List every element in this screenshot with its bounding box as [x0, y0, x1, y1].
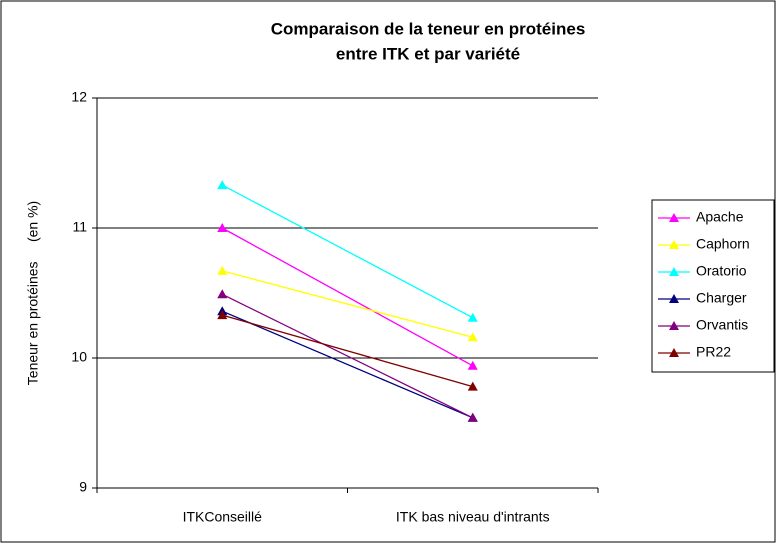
y-tick-label: 9: [79, 479, 87, 495]
x-tick-label: ITK bas niveau d'intrants: [396, 509, 550, 525]
y-tick-label: 12: [71, 89, 87, 105]
marker: [467, 332, 478, 342]
marker: [467, 381, 478, 391]
marker: [467, 360, 478, 370]
marker: [217, 289, 228, 299]
legend-marker: [669, 213, 679, 222]
legend-label: Caphorn: [696, 236, 750, 252]
x-tick-label: ITKConseillé: [183, 509, 263, 525]
marker: [217, 180, 228, 190]
marker: [217, 310, 228, 320]
legend-marker: [669, 348, 679, 357]
series-line: [221, 293, 474, 419]
legend-label: Apache: [696, 209, 744, 225]
y-tick-label: 10: [71, 349, 87, 365]
legend-label: Orvantis: [696, 317, 748, 333]
legend-label: PR22: [696, 344, 731, 360]
y-axis-label: Teneur en protéines (en %): [25, 201, 41, 385]
y-tick-label: 11: [72, 219, 87, 235]
legend-label: Charger: [696, 290, 747, 306]
legend-marker: [669, 321, 679, 330]
legend-marker: [669, 267, 679, 276]
marker: [217, 223, 228, 232]
legend-marker: [669, 240, 679, 249]
series-line: [222, 270, 473, 338]
marker: [217, 265, 228, 275]
chart-title: Comparaison de la teneur en protéines: [271, 19, 586, 38]
marker: [467, 412, 478, 422]
series-line: [221, 310, 474, 419]
chart-title: entre ITK et par variété: [336, 44, 520, 63]
legend: [651, 199, 775, 373]
legend-label: Oratorio: [696, 263, 747, 279]
series-line: [222, 314, 473, 388]
series-line: [221, 227, 474, 367]
marker: [467, 312, 478, 322]
legend-marker: [669, 294, 679, 303]
series-line: [221, 184, 474, 319]
